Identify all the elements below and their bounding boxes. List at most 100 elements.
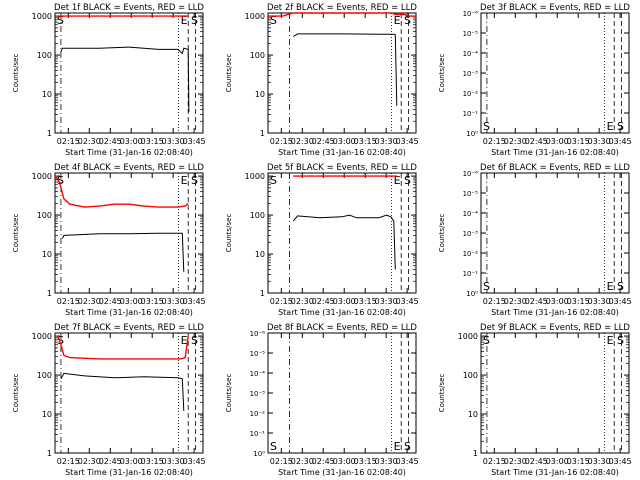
y-axis-label: Counts/sec: [12, 54, 20, 93]
x-tick-label: 02:45: [99, 297, 122, 306]
plot-frame: [267, 12, 417, 134]
start-marker-label: S: [483, 280, 490, 293]
x-tick-label: 02:30: [504, 297, 527, 306]
x-tick-label: 03:45: [183, 457, 206, 466]
x-tick-label: 02:30: [78, 457, 101, 466]
y-tick-label: 10⁻⁶: [463, 170, 479, 178]
x-tick-label: 02:45: [312, 137, 335, 146]
x-tick-label: 03:45: [609, 297, 632, 306]
y-tick-label: 1000: [32, 172, 52, 181]
y-axis-label: Counts/sec: [438, 374, 446, 413]
y-tick-label: 10⁻²: [250, 410, 266, 418]
x-tick-label: 02:15: [483, 457, 506, 466]
end-marker-label: E S: [394, 14, 411, 27]
x-tick-label: 02:30: [504, 457, 527, 466]
plot-frame: [267, 172, 417, 294]
x-tick-label: 02:30: [78, 297, 101, 306]
x-tick-label: 03:00: [546, 457, 569, 466]
series-line-events: [60, 372, 185, 411]
y-tick-label: 10⁻²: [463, 90, 479, 98]
x-tick-label: 03:15: [567, 457, 590, 466]
y-tick-label: 10: [255, 90, 265, 99]
y-tick-label: 10⁻²: [463, 250, 479, 258]
x-tick-label: 03:30: [375, 457, 398, 466]
x-tick-label: 02:15: [270, 297, 293, 306]
x-tick-label: 03:45: [396, 297, 419, 306]
x-tick-label: 03:00: [120, 297, 143, 306]
panel-det-9: Det 9f BLACK = Events, RED = LLD Counts/s…: [438, 323, 632, 477]
x-tick-label: 03:30: [588, 137, 611, 146]
x-tick-label: 02:45: [525, 457, 548, 466]
y-tick-label: 10⁻⁴: [463, 210, 479, 218]
x-tick-label: 02:30: [78, 137, 101, 146]
y-axis-label: Counts/sec: [438, 54, 446, 93]
panel-title: Det 2f BLACK = Events, RED = LLD: [267, 3, 417, 13]
y-tick-label: 1000: [245, 12, 265, 21]
y-tick-label: 10: [255, 250, 265, 259]
y-tick-label: 10⁻⁴: [250, 370, 266, 378]
x-tick-label: 02:30: [291, 457, 314, 466]
x-tick-label: 03:45: [609, 457, 632, 466]
x-tick-label: 03:30: [588, 457, 611, 466]
x-axis-label: Start Time (31-Jan-16 02:08:40): [65, 468, 193, 477]
end-marker-label: E S: [607, 334, 624, 347]
panel-title: Det 5f BLACK = Events, RED = LLD: [267, 163, 417, 173]
end-marker-label: E S: [394, 174, 411, 187]
series-line-events: [292, 33, 398, 106]
y-tick-label: 1000: [32, 332, 52, 341]
x-tick-label: 02:30: [291, 137, 314, 146]
x-tick-label: 02:45: [99, 457, 122, 466]
series-line-events: [60, 46, 190, 112]
y-axis-label: Counts/sec: [12, 214, 20, 253]
end-marker-label: E S: [394, 440, 411, 453]
x-tick-label: 03:00: [333, 297, 356, 306]
series-line-lld: [268, 12, 416, 17]
panel-title: Det 6f BLACK = Events, RED = LLD: [480, 163, 630, 173]
x-tick-label: 03:00: [120, 457, 143, 466]
y-tick-label: 10⁻³: [463, 70, 479, 78]
x-tick-label: 03:30: [162, 297, 185, 306]
y-tick-label: 10: [468, 410, 478, 419]
panel-det-4: Det 4f BLACK = Events, RED = LLD Counts/s…: [12, 163, 206, 317]
y-tick-label: 10⁻³: [250, 390, 266, 398]
x-tick-label: 02:45: [525, 297, 548, 306]
y-tick-label: 10⁰: [253, 450, 265, 458]
plot-frame: [54, 332, 204, 454]
x-tick-label: 03:30: [162, 457, 185, 466]
y-tick-label: 10⁰: [466, 130, 478, 138]
panel-det-6: Det 6f BLACK = Events, RED = LLD Counts/s…: [438, 163, 632, 317]
start-marker-label: S: [57, 174, 64, 187]
end-marker-label: E S: [181, 334, 198, 347]
y-tick-label: 1: [260, 129, 265, 138]
panel-title: Det 8f BLACK = Events, RED = LLD: [267, 323, 417, 333]
plot-frame: [480, 172, 630, 294]
x-tick-label: 03:00: [120, 137, 143, 146]
y-tick-label: 1000: [458, 332, 478, 341]
y-tick-label: 10⁻⁶: [463, 10, 479, 18]
panel-title: Det 3f BLACK = Events, RED = LLD: [480, 3, 630, 13]
start-marker-label: S: [270, 14, 277, 27]
start-marker-label: S: [270, 440, 277, 453]
panel-det-2: Det 2f BLACK = Events, RED = LLD Counts/s…: [225, 3, 419, 157]
x-tick-label: 03:45: [396, 457, 419, 466]
start-marker-label: S: [483, 334, 490, 347]
panel-det-3: Det 3f BLACK = Events, RED = LLD Counts/s…: [438, 3, 632, 157]
x-tick-label: 03:15: [354, 137, 377, 146]
x-tick-label: 02:30: [504, 137, 527, 146]
y-tick-label: 10: [42, 250, 52, 259]
x-axis-label: Start Time (31-Jan-16 02:08:40): [491, 468, 619, 477]
x-tick-label: 03:30: [162, 137, 185, 146]
x-tick-label: 03:45: [183, 137, 206, 146]
y-tick-label: 10⁻¹: [250, 430, 266, 438]
y-axis-label: Counts/sec: [438, 214, 446, 253]
y-tick-label: 1000: [245, 172, 265, 181]
panel-det-1: Det 1f BLACK = Events, RED = LLD Counts/s…: [12, 3, 206, 157]
start-marker-label: S: [270, 174, 277, 187]
y-tick-label: 100: [250, 211, 265, 220]
panel-title: Det 7f BLACK = Events, RED = LLD: [54, 323, 204, 333]
x-tick-label: 03:00: [333, 457, 356, 466]
panel-det-5: Det 5f BLACK = Events, RED = LLD Counts/s…: [225, 163, 419, 317]
y-tick-label: 10⁰: [466, 290, 478, 298]
plot-frame: [480, 12, 630, 134]
x-tick-label: 02:15: [483, 297, 506, 306]
